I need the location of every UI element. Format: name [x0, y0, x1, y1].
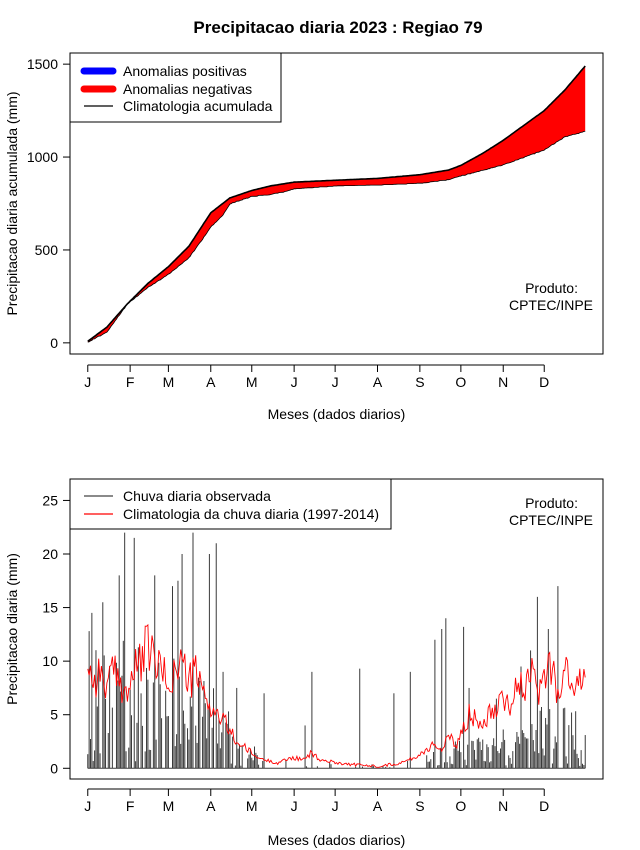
x-tick-label: M — [163, 798, 175, 814]
product-label: Produto: — [525, 280, 578, 296]
product-source: CPTEC/INPE — [509, 297, 593, 313]
y-tick-label: 15 — [42, 600, 58, 616]
x-tick-label: M — [246, 798, 258, 814]
y-tick-label: 10 — [42, 653, 58, 669]
x-tick-label: D — [539, 798, 549, 814]
product-source: CPTEC/INPE — [509, 512, 593, 528]
x-tick-label: J — [332, 374, 339, 390]
y-tick-label: 25 — [42, 492, 58, 508]
x-tick-label: M — [163, 374, 175, 390]
x-tick-label: N — [498, 798, 508, 814]
legend-label: Anomalias positivas — [123, 63, 247, 79]
chart-title: Precipitacao diaria 2023 : Regiao 79 — [193, 18, 482, 37]
legend-label: Climatologia acumulada — [123, 98, 273, 114]
y-tick-label: 1000 — [27, 149, 58, 165]
cumulative-precipitation-chart: 0 500 1000 1500 J F M A M J J A S O N D Meses (dados dia… — [4, 52, 604, 422]
legend-label: Climatologia da chuva diaria (1997-2014) — [123, 506, 379, 522]
legend-label: Chuva diaria observada — [123, 488, 271, 504]
y-tick-label: 5 — [50, 707, 58, 723]
observed-bars — [87, 532, 586, 769]
legend-box — [69, 478, 392, 530]
climatology-cumulative-line — [87, 65, 586, 343]
y-tick-label: 0 — [50, 335, 58, 351]
y-axis-title: Precipitacao diaria acumulada (mm) — [4, 91, 20, 315]
x-tick-label: A — [206, 798, 216, 814]
x-tick-label: J — [84, 374, 91, 390]
y-tick-label: 500 — [35, 242, 59, 258]
x-tick-label: F — [126, 374, 135, 390]
x-axis-title: Meses (dados diarios) — [268, 406, 406, 422]
x-tick-label: F — [126, 798, 135, 814]
x-tick-label: O — [455, 798, 466, 814]
legend-label: Anomalias negativas — [123, 81, 252, 97]
x-tick-label: J — [291, 374, 298, 390]
legend: Chuva diaria observada Climatologia da ch… — [69, 478, 392, 530]
x-tick-label: A — [373, 374, 383, 390]
y-tick-label: 0 — [50, 760, 58, 776]
product-label: Produto: — [525, 495, 578, 511]
x-tick-label: M — [246, 374, 258, 390]
x-tick-label: J — [291, 798, 298, 814]
x-axis-title: Meses (dados diarios) — [268, 832, 406, 848]
x-tick-label: S — [415, 798, 424, 814]
y-axis-title: Precipitacao diaria (mm) — [4, 553, 20, 705]
daily-precipitation-chart: 0 5 10 15 20 25 J F M A M J J A S O N D Meses (dados diari… — [4, 478, 604, 848]
x-tick-label: J — [332, 798, 339, 814]
legend: Anomalias positivas Anomalias negativasCl… — [69, 52, 282, 123]
y-tick-label: 20 — [42, 546, 58, 562]
climatology-daily-line — [87, 623, 586, 768]
y-tick-label: 1500 — [27, 56, 58, 72]
x-tick-label: S — [415, 374, 424, 390]
x-tick-label: N — [498, 374, 508, 390]
x-tick-label: D — [539, 374, 549, 390]
x-tick-label: O — [455, 374, 466, 390]
observed-cumulative-line — [87, 130, 586, 343]
x-tick-label: J — [84, 798, 91, 814]
x-tick-label: A — [206, 374, 216, 390]
x-tick-label: A — [373, 798, 383, 814]
